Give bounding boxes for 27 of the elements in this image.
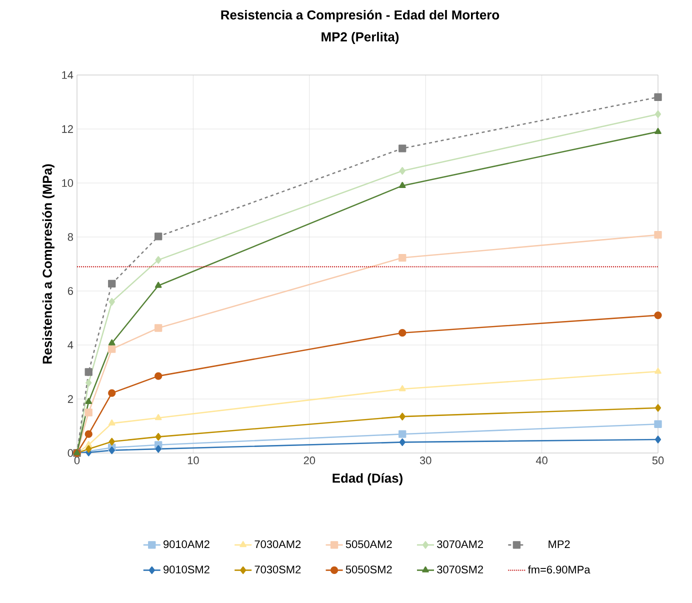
x-tick-label: 40 (536, 456, 548, 464)
legend-label: 7030AM2 (254, 540, 301, 548)
y-tick-label: 4 (68, 341, 74, 349)
legend-label: 7030SM2 (254, 566, 301, 574)
legend-label: MP2 (548, 540, 570, 548)
x-tick-label: 10 (188, 456, 199, 464)
y-tick-label: 8 (68, 233, 73, 241)
chart-title: Resistencia a Compresión - Edad del Mortero (221, 10, 500, 22)
y-tick-label: 14 (62, 71, 74, 79)
y-tick-label: 12 (62, 125, 73, 133)
y-tick-label: 6 (68, 287, 73, 295)
legend-label: 5050AM2 (346, 540, 392, 548)
legend-label: 9010AM2 (164, 540, 210, 548)
x-axis-title: Edad (Días) (332, 473, 402, 486)
legend-label: 3070SM2 (437, 566, 483, 574)
x-tick-label: 50 (652, 456, 664, 464)
x-tick-label: 30 (420, 456, 432, 464)
x-tick-label: 20 (304, 456, 316, 464)
chart-subtitle: MP2 (Perlita) (322, 32, 399, 44)
y-axis-title: Resistencia a Compresión (MPa) (42, 164, 54, 364)
legend-label: 3070AM2 (437, 540, 483, 548)
y-tick-label: 2 (68, 395, 73, 403)
legend-label: fm=6.90MPa (528, 565, 590, 574)
y-tick-label: 10 (62, 179, 74, 187)
legend-label: 5050SM2 (346, 566, 392, 574)
y-tick-label: 0 (68, 449, 74, 457)
legend-label: 9010SM2 (164, 566, 210, 574)
